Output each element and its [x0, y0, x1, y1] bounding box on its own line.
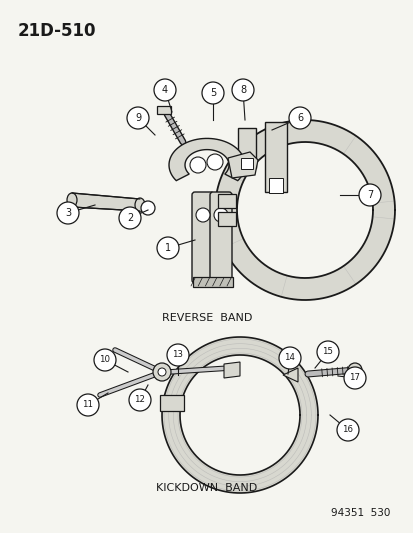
Text: 4: 4 — [161, 85, 168, 95]
Circle shape — [214, 208, 228, 222]
Polygon shape — [161, 337, 317, 493]
Ellipse shape — [67, 193, 77, 207]
Circle shape — [195, 208, 209, 222]
Circle shape — [77, 394, 99, 416]
Polygon shape — [157, 106, 171, 114]
Polygon shape — [264, 122, 286, 192]
Circle shape — [231, 79, 254, 101]
Text: 21D-510: 21D-510 — [18, 22, 96, 40]
Text: REVERSE  BAND: REVERSE BAND — [161, 313, 252, 323]
Bar — [159, 395, 183, 411]
Polygon shape — [223, 362, 240, 378]
Circle shape — [94, 349, 116, 371]
Circle shape — [202, 82, 223, 104]
FancyBboxPatch shape — [192, 192, 214, 283]
Polygon shape — [169, 139, 244, 181]
Circle shape — [336, 419, 358, 441]
Circle shape — [316, 341, 338, 363]
Circle shape — [158, 368, 166, 376]
Circle shape — [347, 363, 361, 377]
Polygon shape — [282, 368, 297, 382]
Circle shape — [154, 79, 176, 101]
Circle shape — [127, 107, 149, 129]
Circle shape — [157, 237, 178, 259]
Circle shape — [57, 202, 79, 224]
Circle shape — [206, 154, 223, 170]
Circle shape — [166, 344, 189, 366]
Text: KICKDOWN  BAND: KICKDOWN BAND — [156, 483, 257, 493]
Text: 17: 17 — [349, 374, 360, 383]
Text: 13: 13 — [172, 351, 183, 359]
Bar — [217, 193, 235, 207]
Text: 8: 8 — [240, 85, 245, 95]
Circle shape — [358, 184, 380, 206]
Text: 11: 11 — [82, 400, 93, 409]
Circle shape — [141, 201, 154, 215]
Text: 94351  530: 94351 530 — [330, 508, 389, 518]
Text: 6: 6 — [296, 113, 302, 123]
Text: 12: 12 — [134, 395, 145, 405]
FancyBboxPatch shape — [209, 192, 231, 283]
Circle shape — [343, 367, 365, 389]
Text: 3: 3 — [65, 208, 71, 218]
Text: 14: 14 — [284, 353, 295, 362]
Text: 15: 15 — [322, 348, 333, 357]
Circle shape — [129, 389, 151, 411]
Circle shape — [278, 347, 300, 369]
Text: 10: 10 — [99, 356, 110, 365]
Polygon shape — [228, 152, 257, 178]
Text: 9: 9 — [135, 113, 141, 123]
Polygon shape — [240, 158, 252, 169]
Polygon shape — [268, 178, 282, 193]
Text: 7: 7 — [366, 190, 372, 200]
Text: 2: 2 — [126, 213, 133, 223]
Ellipse shape — [135, 198, 145, 212]
Text: 16: 16 — [342, 425, 353, 434]
Text: 5: 5 — [209, 88, 216, 98]
Bar — [192, 277, 233, 287]
Circle shape — [119, 207, 141, 229]
Circle shape — [153, 363, 171, 381]
Circle shape — [288, 107, 310, 129]
Text: 1: 1 — [164, 243, 171, 253]
Bar — [217, 213, 235, 227]
Polygon shape — [237, 128, 255, 168]
Polygon shape — [72, 193, 140, 211]
Polygon shape — [214, 120, 394, 300]
Circle shape — [190, 157, 206, 173]
